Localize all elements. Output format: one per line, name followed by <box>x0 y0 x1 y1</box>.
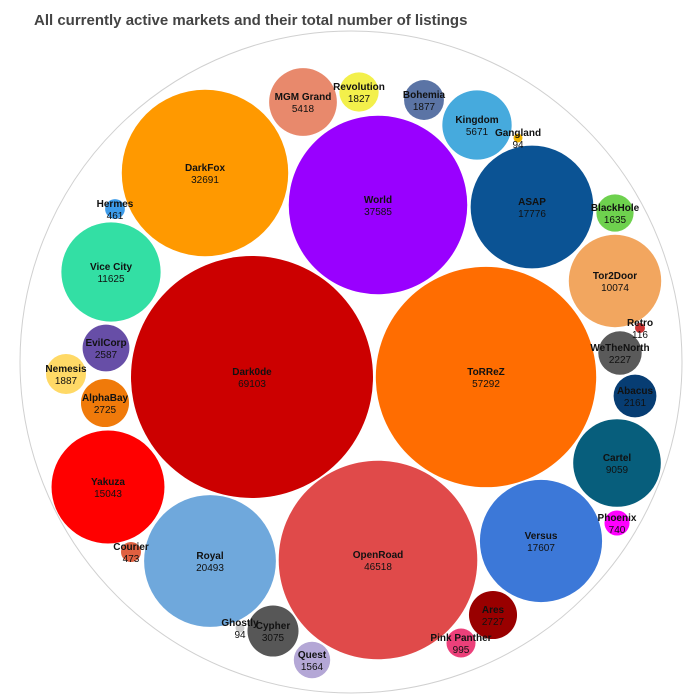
bubble-value-versus: 17607 <box>527 543 555 554</box>
bubble-label-courier: Courier <box>113 542 149 553</box>
bubble-ghostly[interactable] <box>235 623 245 633</box>
bubble-value-ares: 2727 <box>482 617 505 628</box>
bubble-value-mgm-grand: 5418 <box>292 104 315 115</box>
bubble-retro[interactable] <box>635 323 645 333</box>
bubble-vice-city[interactable] <box>61 222 161 322</box>
bubble-label-openroad: OpenRoad <box>353 550 404 561</box>
bubble-evilcorp[interactable] <box>82 324 130 372</box>
bubble-label-versus: Versus <box>525 531 558 542</box>
bubble-royal[interactable] <box>144 495 276 627</box>
bubble-torrez[interactable] <box>375 266 597 488</box>
bubble-value-abacus: 2161 <box>624 398 647 409</box>
bubble-value-quest: 1564 <box>301 662 324 673</box>
bubble-label-revolution: Revolution <box>333 82 385 93</box>
bubble-value-torrez: 57292 <box>472 379 500 390</box>
bubble-value-courier: 473 <box>123 554 140 565</box>
bubble-label-blackhole: BlackHole <box>591 203 640 214</box>
bubble-label-pink-panther: Pink Panther <box>430 633 491 644</box>
bubble-value-asap: 17776 <box>518 209 546 220</box>
bubble-world[interactable] <box>288 115 468 295</box>
bubble-value-nemesis: 1887 <box>55 376 78 387</box>
chart-title: All currently active markets and their t… <box>34 12 468 29</box>
bubble-gangland[interactable] <box>513 133 523 143</box>
bubble-value-pink-panther: 995 <box>453 645 470 656</box>
bubble-darkfox[interactable] <box>121 89 289 257</box>
bubble-abacus[interactable] <box>613 374 657 418</box>
bubble-kingdom[interactable] <box>442 90 512 160</box>
bubble-label-alphabay: AlphaBay <box>82 393 129 404</box>
bubble-dark0de[interactable] <box>131 256 373 498</box>
bubble-value-world: 37585 <box>364 207 392 218</box>
bubble-value-royal: 20493 <box>196 563 224 574</box>
bubble-value-yakuza: 15043 <box>94 489 122 500</box>
bubble-label-ares: Ares <box>482 605 505 616</box>
bubble-label-abacus: Abacus <box>617 386 654 397</box>
bubble-revolution[interactable] <box>339 72 379 112</box>
bubble-label-world: World <box>364 195 392 206</box>
bubble-alphabay[interactable] <box>80 378 130 428</box>
bubble-courier[interactable] <box>120 541 142 563</box>
bubble-label-retro: Retro <box>627 318 653 329</box>
bubble-yakuza[interactable] <box>51 430 165 544</box>
bubble-value-cartel: 9059 <box>606 465 629 476</box>
bubble-label-bohemia: Bohemia <box>403 90 446 101</box>
bubble-value-tor2door: 10074 <box>601 283 629 294</box>
bubble-label-vice-city: Vice City <box>90 262 132 273</box>
bubble-nemesis[interactable] <box>46 354 86 394</box>
bubble-wethenorth[interactable] <box>598 331 642 375</box>
bubble-value-darkfox: 32691 <box>191 175 219 186</box>
bubble-label-torrez: ToRReZ <box>467 367 505 378</box>
bubble-label-cypher: Cypher <box>256 621 291 632</box>
bubble-label-wethenorth: WeTheNorth <box>590 343 649 354</box>
bubble-mgm-grand[interactable] <box>269 68 337 136</box>
bubble-label-tor2door: Tor2Door <box>593 271 637 282</box>
bubble-value-cypher: 3075 <box>262 633 285 644</box>
bubble-value-vice-city: 11625 <box>97 274 125 285</box>
bubble-cypher[interactable] <box>247 605 299 657</box>
bubble-value-evilcorp: 2587 <box>95 350 118 361</box>
bubble-value-dark0de: 69103 <box>238 379 266 390</box>
bubble-bohemia[interactable] <box>404 80 444 120</box>
bubble-openroad[interactable] <box>278 460 478 660</box>
bubble-value-kingdom: 5671 <box>466 127 489 138</box>
bubble-versus[interactable] <box>479 479 603 603</box>
bubble-label-gangland: Gangland <box>495 128 541 139</box>
bubble-hermes[interactable] <box>105 199 125 219</box>
bubble-tor2door[interactable] <box>568 234 662 328</box>
bubble-value-alphabay: 2725 <box>94 405 117 416</box>
bubble-label-ghostly: Ghostly <box>221 618 259 629</box>
outer-pack-circle <box>19 30 683 694</box>
bubble-label-kingdom: Kingdom <box>455 115 498 126</box>
bubble-ares[interactable] <box>468 590 518 640</box>
bubble-label-darkfox: DarkFox <box>185 163 225 174</box>
bubble-value-phoenix: 740 <box>609 525 626 536</box>
bubble-cartel[interactable] <box>573 419 661 507</box>
bubble-label-nemesis: Nemesis <box>45 364 87 375</box>
bubble-label-cartel: Cartel <box>603 453 632 464</box>
bubble-asap[interactable] <box>470 145 594 269</box>
bubble-label-hermes: Hermes <box>97 199 134 210</box>
bubble-value-revolution: 1827 <box>348 94 371 105</box>
bubble-value-ghostly: 94 <box>234 630 246 641</box>
bubble-label-mgm-grand: MGM Grand <box>275 92 332 103</box>
bubble-label-phoenix: Phoenix <box>598 513 637 524</box>
bubble-label-yakuza: Yakuza <box>91 477 125 488</box>
bubble-value-openroad: 46518 <box>364 562 392 573</box>
bubble-label-royal: Royal <box>196 551 223 562</box>
bubble-phoenix[interactable] <box>604 510 630 536</box>
bubble-pink-panther[interactable] <box>446 628 476 658</box>
bubble-blackhole[interactable] <box>596 194 634 232</box>
bubble-label-dark0de: Dark0de <box>232 367 272 378</box>
bubble-value-hermes: 461 <box>107 211 124 222</box>
bubble-value-gangland: 94 <box>512 140 524 151</box>
bubble-value-blackhole: 1635 <box>604 215 627 226</box>
bubble-quest[interactable] <box>293 641 331 679</box>
bubble-value-retro: 116 <box>632 330 648 341</box>
bubble-value-bohemia: 1877 <box>413 102 436 113</box>
bubble-label-quest: Quest <box>298 650 327 661</box>
bubble-label-asap: ASAP <box>518 197 546 208</box>
bubble-value-wethenorth: 2227 <box>609 355 632 366</box>
bubble-label-evilcorp: EvilCorp <box>85 338 126 349</box>
